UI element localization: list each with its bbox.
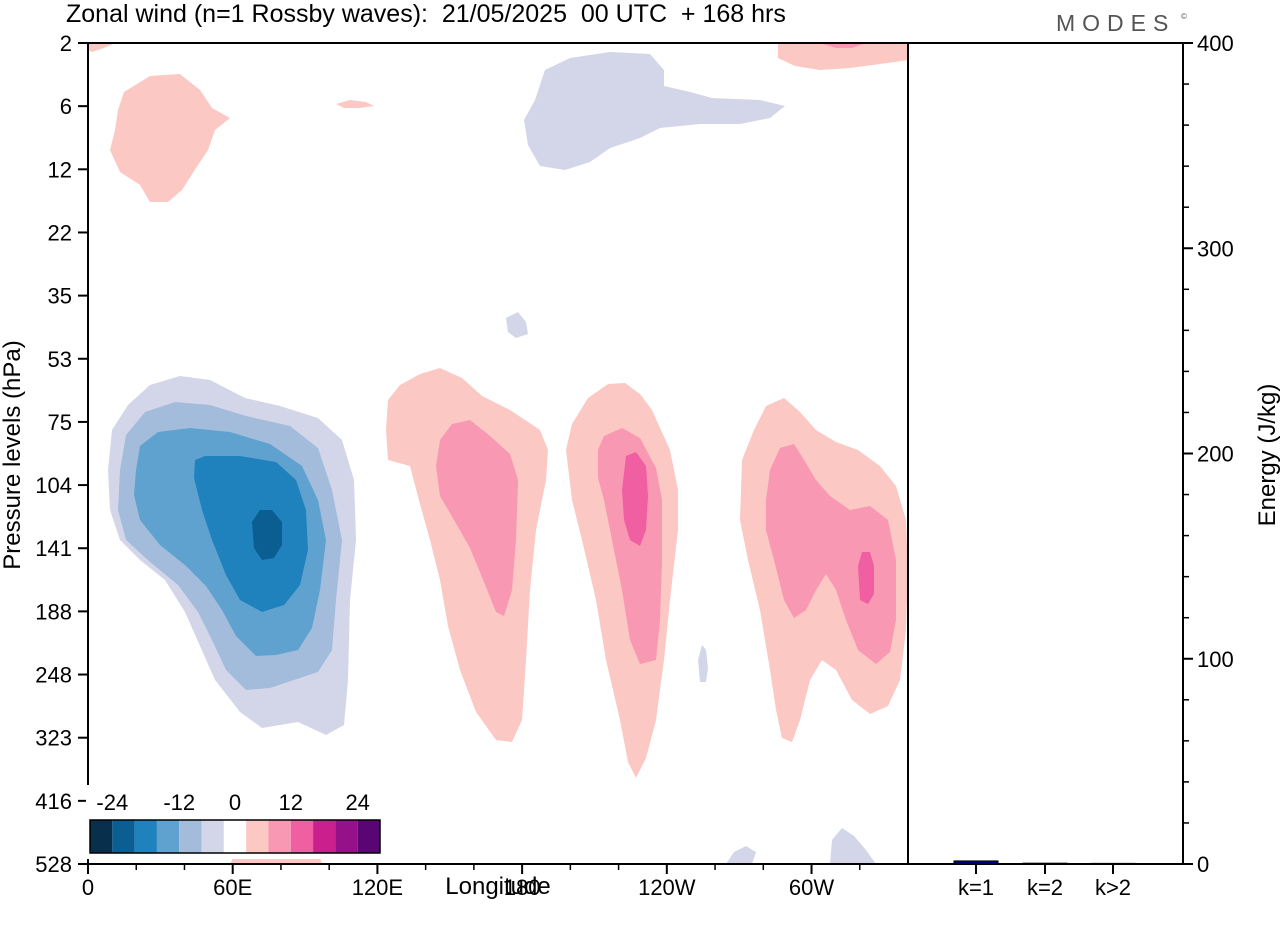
x-tick-label: 60E — [213, 875, 252, 900]
y-tick-label: 6 — [60, 94, 72, 119]
colorbar-swatch — [90, 820, 113, 853]
colorbar-tick-label: 24 — [345, 790, 369, 815]
y-tick-label: 2 — [60, 31, 72, 56]
colorbar-tick-label: 0 — [229, 790, 241, 815]
contour-positive-120w-core — [622, 452, 648, 546]
energy-bar — [953, 860, 999, 865]
energy-axis-title: Energy (J/kg) — [1254, 384, 1280, 527]
contour-positive-top-right — [778, 43, 908, 70]
energy-tick-label: 200 — [1197, 442, 1234, 467]
y-tick-label: 323 — [35, 726, 72, 751]
colorbar-swatch — [223, 820, 247, 853]
contour-positive-180-inner — [436, 420, 518, 616]
colorbar-swatch — [290, 820, 314, 853]
y-axis: 2 6 12 22 35 53 75 104 141 188 248 323 416 528 — [35, 31, 88, 877]
contour-positive-small-6hpa — [336, 100, 374, 108]
colorbar-outline — [89, 819, 381, 854]
contour-negative-main-l4 — [194, 456, 308, 612]
copyright-mark: © — [1181, 12, 1187, 21]
contour-negative-small-248hpa — [698, 645, 708, 682]
energy-tick-label: 400 — [1197, 31, 1234, 56]
contour-field — [88, 43, 908, 864]
colorbar-swatch — [313, 820, 336, 853]
y-tick-label: 75 — [48, 410, 72, 435]
energy-tick-label: 0 — [1197, 852, 1209, 877]
contour-negative-main-core — [252, 510, 282, 560]
y-tick-label: 12 — [48, 157, 72, 182]
page-title: Zonal wind (n=1 Rossby waves): 21/05/202… — [66, 0, 786, 28]
contour-negative-bottom-1 — [726, 846, 756, 864]
y-tick-label: 188 — [35, 599, 72, 624]
colorbar-swatch — [201, 820, 224, 853]
contour-positive-top-right-inner — [820, 43, 866, 48]
energy-axis: 0 100 200 300 400 — [1183, 31, 1234, 877]
y-tick-label: 22 — [48, 220, 72, 245]
colorbar-swatch — [112, 820, 135, 853]
bar-category-label: k=2 — [1027, 875, 1063, 900]
colorbar-swatch — [179, 820, 202, 853]
colorbar-tick-label: -24 — [96, 790, 128, 815]
plot-frame-right — [907, 42, 1184, 865]
contour-negative-small-35hpa — [506, 312, 528, 338]
bar-category-label: k=1 — [958, 875, 994, 900]
y-tick-label: 248 — [35, 663, 72, 688]
y-tick-label: 104 — [35, 473, 72, 498]
colorbar-swatch — [268, 820, 291, 853]
x-tick-label: 120W — [638, 875, 696, 900]
x-tick-label: 180 — [504, 875, 541, 900]
contour-positive-top-left — [110, 74, 230, 202]
contour-negative-top — [524, 52, 785, 170]
x-tick-label: 60W — [789, 875, 834, 900]
colorbar-legend: -24 -12 0 12 24 — [86, 785, 384, 859]
colorbar-swatch — [156, 820, 180, 853]
contour-negative-bottom-2 — [830, 828, 876, 864]
colorbar-tick-label: 12 — [279, 790, 303, 815]
energy-tick-label: 100 — [1197, 647, 1234, 672]
brand-logo: MODES — [1056, 10, 1176, 36]
colorbar-swatch — [357, 820, 380, 853]
colorbar-swatch — [335, 820, 358, 853]
contour-positive-60w-core — [858, 552, 874, 604]
x-axis: 0 60E 120E 180 120W 60W — [82, 864, 861, 900]
y-tick-label: 416 — [35, 789, 72, 814]
y-tick-label: 141 — [35, 536, 72, 561]
x-tick-label: 120E — [352, 875, 403, 900]
bar-category-label: k>2 — [1095, 875, 1131, 900]
colorbar-tick-label: -12 — [163, 790, 195, 815]
x-tick-label: 0 — [82, 875, 94, 900]
contour-positive-60w-mid — [766, 444, 896, 664]
y-tick-label: 528 — [35, 852, 72, 877]
y-tick-label: 53 — [48, 347, 72, 372]
colorbar-swatch — [246, 820, 269, 853]
energy-bars: k=1 k=2 k>2 — [953, 860, 1136, 900]
contour-positive-top-left-edge — [88, 43, 115, 52]
colorbar-swatch — [134, 820, 157, 853]
x-axis-title: Longitude — [445, 873, 550, 900]
y-tick-label: 35 — [48, 284, 72, 309]
energy-tick-label: 300 — [1197, 236, 1234, 261]
y-axis-title: Pressure levels (hPa) — [0, 340, 26, 569]
